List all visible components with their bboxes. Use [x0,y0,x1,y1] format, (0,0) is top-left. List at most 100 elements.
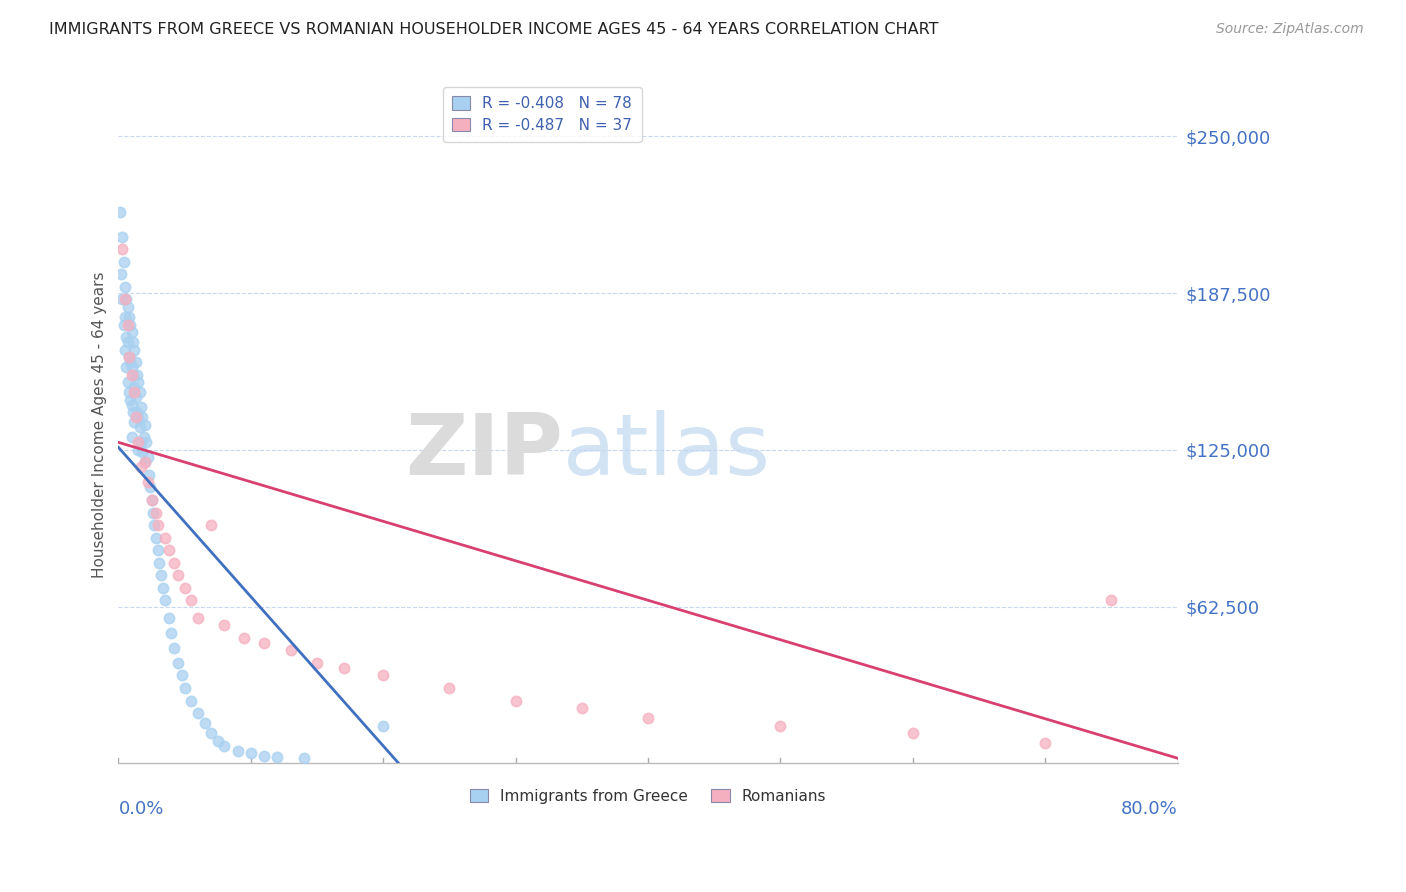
Text: 0.0%: 0.0% [118,800,165,819]
Legend: Immigrants from Greece, Romanians: Immigrants from Greece, Romanians [464,782,832,810]
Point [214,618,236,632]
Point [266,750,288,764]
Point [233,631,256,645]
Point [141,493,163,508]
Point [139,480,162,494]
Point [131,410,153,425]
Point [167,656,190,670]
Point [142,506,165,520]
Point [117,334,139,349]
Text: IMMIGRANTS FROM GREECE VS ROMANIAN HOUSEHOLDER INCOME AGES 45 - 64 YEARS CORRELA: IMMIGRANTS FROM GREECE VS ROMANIAN HOUSE… [49,22,939,37]
Point [114,280,136,294]
Point [135,435,157,450]
Point [180,693,202,707]
Point [117,375,139,389]
Point [134,417,156,432]
Point [157,611,180,625]
Point [141,493,163,508]
Text: ZIP: ZIP [405,410,564,493]
Point [122,368,145,382]
Point [180,593,202,607]
Point [153,531,176,545]
Point [132,430,155,444]
Point [127,375,149,389]
Point [439,681,461,695]
Point [124,410,146,425]
Point [127,410,149,425]
Point [122,405,145,419]
Point [118,385,141,400]
Point [153,593,176,607]
Point [115,293,138,307]
Point [292,751,315,765]
Point [239,746,262,760]
Point [124,343,146,357]
Point [136,450,159,465]
Point [114,293,136,307]
Point [305,656,328,670]
Point [146,543,169,558]
Point [1033,736,1056,750]
Point [167,568,190,582]
Point [121,325,143,339]
Text: atlas: atlas [564,410,772,493]
Point [571,701,593,715]
Point [117,318,139,332]
Point [111,293,134,307]
Text: Source: ZipAtlas.com: Source: ZipAtlas.com [1216,22,1364,37]
Point [505,693,527,707]
Point [136,475,159,490]
Point [280,643,302,657]
Point [124,385,146,400]
Point [138,467,160,482]
Point [901,726,924,740]
Point [128,385,150,400]
Point [120,355,142,369]
Point [226,744,249,758]
Point [128,420,150,434]
Point [121,360,143,375]
Point [214,739,236,753]
Point [118,350,141,364]
Point [253,636,276,650]
Point [121,398,143,412]
Point [115,330,138,344]
Point [149,568,172,582]
Point [125,368,148,382]
Point [200,726,222,740]
Point [769,718,792,732]
Text: 80.0%: 80.0% [1121,800,1178,819]
Point [134,455,156,469]
Point [117,300,139,314]
Point [187,611,209,625]
Point [129,401,152,415]
Point [373,718,395,732]
Point [157,543,180,558]
Point [115,360,138,375]
Point [110,268,132,282]
Point [120,392,142,407]
Point [143,518,166,533]
Point [118,350,141,364]
Point [134,455,156,469]
Point [124,355,146,369]
Point [148,556,170,570]
Point [145,506,167,520]
Point [112,255,135,269]
Point [170,668,193,682]
Point [160,626,183,640]
Point [373,668,395,682]
Point [124,415,146,429]
Point [173,581,195,595]
Point [111,242,134,256]
Point [127,435,149,450]
Point [163,556,186,570]
Point [122,334,145,349]
Point [124,390,146,404]
Point [200,518,222,533]
Point [114,343,136,357]
Point [112,318,135,332]
Point [125,405,148,419]
Point [129,435,152,450]
Point [120,318,142,332]
